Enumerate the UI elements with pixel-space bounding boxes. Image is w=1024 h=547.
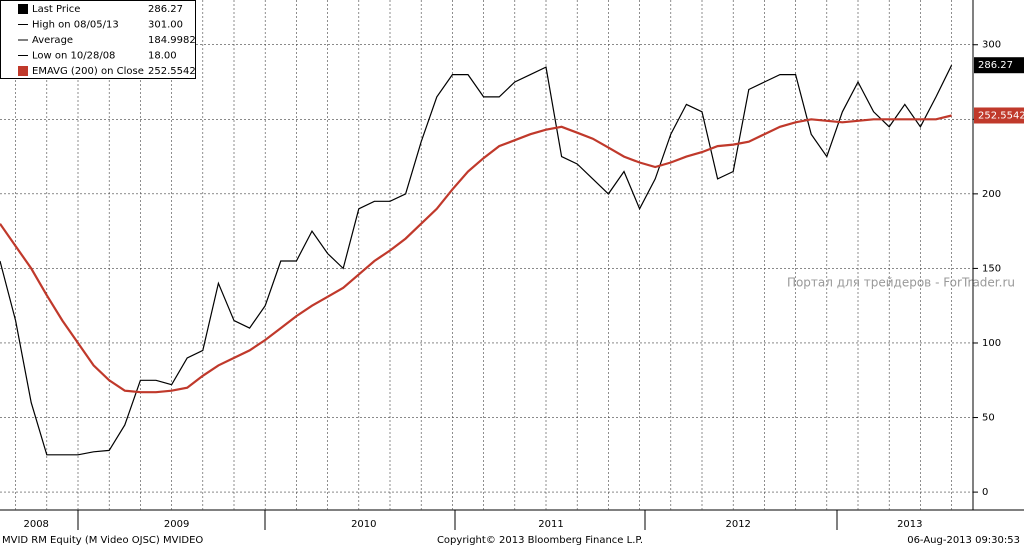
- y-tick-label: 200: [982, 189, 1001, 200]
- last-tag-label: 252.5542: [978, 110, 1024, 121]
- y-tick-label: 100: [982, 338, 1001, 349]
- last-tag: [974, 57, 1024, 74]
- legend-label: EMAVG (200) on Close: [32, 66, 144, 77]
- legend-value: 18.00: [148, 51, 177, 62]
- last-tag-label: 286.27: [978, 60, 1013, 71]
- footer-left: MVID RM Equity (M Video OJSC) MVIDEO: [2, 535, 203, 546]
- x-tick-label: 2012: [725, 519, 750, 530]
- legend-value: 184.9982: [148, 35, 196, 46]
- y-tick-label: 150: [982, 263, 1001, 274]
- last-tag: [974, 107, 1024, 124]
- footer-center: Copyright© 2013 Bloomberg Finance L.P.: [437, 535, 643, 546]
- legend-swatch: [18, 66, 28, 76]
- footer-right: 06-Aug-2013 09:30:53: [907, 535, 1020, 546]
- y-tick-label: 50: [982, 413, 995, 424]
- legend-value: 286.27: [148, 4, 183, 15]
- legend-label: Low on 10/28/08: [32, 51, 115, 62]
- legend-swatch: [18, 4, 28, 14]
- legend-label: Average: [32, 35, 73, 46]
- watermark: Портал для трейдеров - ForTrader.ru: [787, 276, 1015, 290]
- x-tick-label: 2013: [897, 519, 922, 530]
- line-series: [0, 64, 953, 456]
- legend-value: 252.5542: [148, 66, 196, 77]
- y-tick-label: 0: [982, 487, 988, 498]
- x-tick-label: 2010: [351, 519, 376, 530]
- y-tick-label: 300: [982, 40, 1001, 51]
- legend-value: 301.00: [148, 20, 183, 31]
- x-tick-label: 2008: [23, 519, 48, 530]
- line-series: [0, 114, 952, 394]
- legend-box: [0, 0, 196, 79]
- x-tick-label: 2011: [538, 519, 563, 530]
- legend-label: High on 08/05/13: [32, 20, 119, 31]
- legend-label: Last Price: [32, 4, 80, 15]
- vertical-grid: [15, 0, 952, 530]
- x-tick-label: 2009: [164, 519, 189, 530]
